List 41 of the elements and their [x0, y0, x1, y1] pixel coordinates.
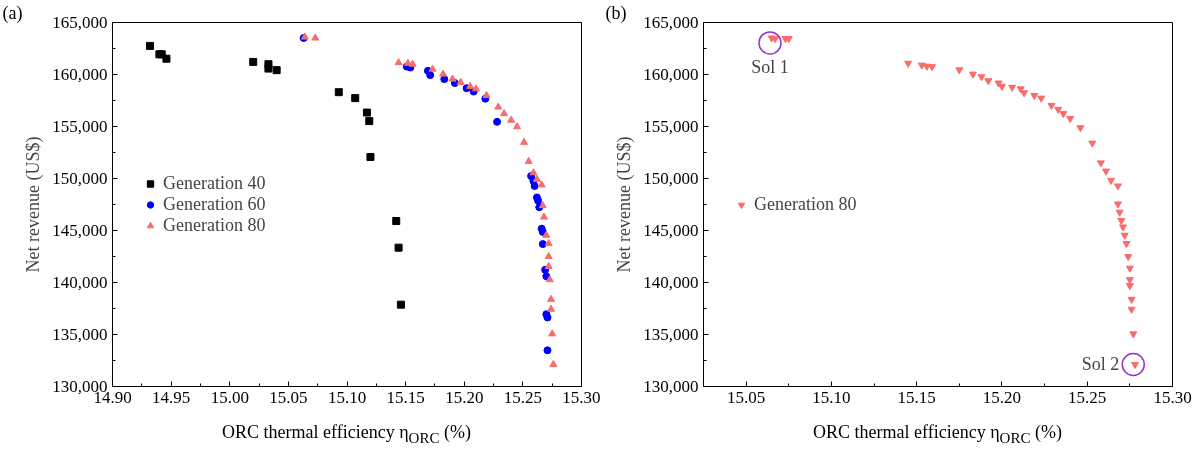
y-tick-label: 135,000	[643, 325, 699, 344]
y-tick-label: 130,000	[643, 377, 699, 396]
x-tick-label: 15.15	[386, 387, 425, 407]
y-tick-label: 165,000	[52, 13, 108, 32]
x-tick-label: 15.00	[210, 387, 249, 407]
annotation: Sol 1	[751, 56, 789, 77]
x-tick-label: 15.05	[727, 387, 766, 407]
legend-label: Generation 80	[163, 214, 266, 236]
y-tick-label: 160,000	[52, 65, 108, 84]
y-tick-label: 150,000	[52, 169, 108, 188]
y-tick-label: 160,000	[643, 65, 699, 84]
y-tick-label: 140,000	[52, 273, 108, 292]
x-tick-label: 15.10	[812, 387, 851, 407]
y-tick-label: 155,000	[643, 117, 699, 136]
x-tick-label: 15.30	[562, 387, 601, 407]
annotation: Sol 2	[1081, 354, 1120, 375]
x-tick-label: 15.30	[1153, 387, 1192, 407]
x-tick-label: 15.20	[982, 387, 1022, 407]
x-tick-label: 15.25	[1068, 387, 1107, 407]
y-axis-title: Net revenue (US$)	[23, 136, 45, 273]
legend-label: Generation 40	[163, 172, 266, 194]
y-tick-label: 155,000	[52, 117, 108, 136]
y-tick-label: 145,000	[643, 221, 699, 240]
x-tick-label: 15.25	[503, 387, 542, 407]
y-axis-title: Net revenue (US$)	[614, 136, 636, 273]
chart-title: (a)	[2, 2, 23, 24]
x-tick-label: 15.10	[327, 387, 367, 407]
x-tick-label: 14.95	[152, 387, 191, 407]
y-tick-label: 135,000	[52, 325, 108, 344]
x-axis-title: ORC thermal efficiency η$_{ORC}$ (%)	[222, 421, 471, 448]
y-tick-label: 150,000	[643, 169, 699, 188]
x-tick-label: 15.05	[269, 387, 308, 407]
x-tick-label: 15.20	[445, 387, 484, 407]
legend-label: Generation 60	[163, 193, 266, 215]
legend-label: Generation 80	[754, 193, 857, 215]
x-tick-label: 15.15	[897, 387, 936, 407]
y-tick-label: 145,000	[52, 221, 108, 240]
chart-title: (b)	[605, 2, 627, 24]
y-tick-label: 165,000	[643, 13, 699, 32]
y-tick-label: 140,000	[643, 273, 699, 292]
x-axis-title: ORC thermal efficiency η$_{ORC}$ (%)	[813, 421, 1062, 448]
